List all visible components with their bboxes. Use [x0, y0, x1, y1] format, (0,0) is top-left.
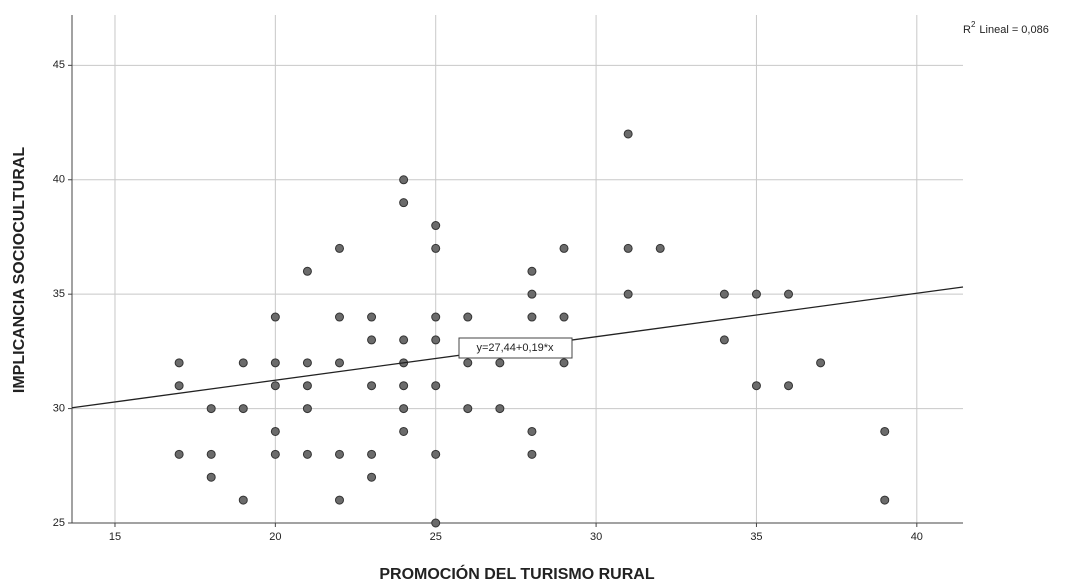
- x-tick-label: 20: [269, 531, 281, 543]
- point: [495, 404, 505, 414]
- fit-label-box: [458, 337, 573, 359]
- point: [238, 495, 248, 505]
- point: [302, 449, 312, 459]
- point: [302, 358, 312, 368]
- y-tick-label: 30: [53, 402, 65, 414]
- point: [463, 404, 473, 414]
- point: [399, 198, 409, 208]
- point: [367, 312, 377, 322]
- r2-sup: 2: [971, 20, 976, 29]
- point: [880, 495, 890, 505]
- point: [174, 358, 184, 368]
- point: [431, 381, 441, 391]
- fit-label: y=27,44+0,19*x: [476, 342, 554, 354]
- point: [302, 266, 312, 276]
- point: [270, 358, 280, 368]
- point: [719, 335, 729, 345]
- point: [399, 426, 409, 436]
- point: [399, 335, 409, 345]
- point: [431, 221, 441, 231]
- point: [559, 358, 569, 368]
- x-tick-label: 25: [430, 531, 442, 543]
- point: [367, 335, 377, 345]
- point: [559, 312, 569, 322]
- point: [334, 358, 344, 368]
- point: [399, 381, 409, 391]
- point: [399, 175, 409, 185]
- r2-prefix: R: [963, 24, 971, 36]
- point: [206, 449, 216, 459]
- r2-label: R2 Lineal = 0,086: [963, 20, 1049, 36]
- point: [623, 129, 633, 139]
- point: [784, 289, 794, 299]
- point: [174, 449, 184, 459]
- point: [238, 404, 248, 414]
- point: [431, 518, 441, 528]
- point: [463, 358, 473, 368]
- point: [270, 312, 280, 322]
- point: [816, 358, 826, 368]
- y-tick-label: 40: [53, 174, 65, 186]
- point: [527, 266, 537, 276]
- point: [623, 243, 633, 253]
- point: [367, 381, 377, 391]
- point: [751, 289, 761, 299]
- point: [527, 289, 537, 299]
- point: [623, 289, 633, 299]
- point: [334, 312, 344, 322]
- point: [206, 404, 216, 414]
- point: [334, 495, 344, 505]
- point: [206, 472, 216, 482]
- point: [431, 335, 441, 345]
- x-tick-label: 15: [109, 531, 121, 543]
- x-tick-label: 35: [750, 531, 762, 543]
- point: [334, 243, 344, 253]
- x-axis-title: PROMOCIÓN DEL TURISMO RURAL: [379, 564, 654, 583]
- x-tick-label: 30: [590, 531, 602, 543]
- point: [367, 472, 377, 482]
- point: [302, 381, 312, 391]
- point: [880, 426, 890, 436]
- y-tick-label: 25: [53, 517, 65, 529]
- point: [334, 449, 344, 459]
- point: [463, 312, 473, 322]
- point: [559, 243, 569, 253]
- point: [431, 243, 441, 253]
- y-tick-label: 45: [53, 59, 65, 71]
- y-axis-title: IMPLICANCIA SOCIOCULTURAL: [11, 147, 28, 393]
- point: [495, 358, 505, 368]
- point: [367, 449, 377, 459]
- point: [270, 381, 280, 391]
- y-tick-label: 35: [53, 288, 65, 300]
- point: [751, 381, 761, 391]
- point: [527, 426, 537, 436]
- point: [527, 449, 537, 459]
- point: [302, 404, 312, 414]
- point: [431, 312, 441, 322]
- point: [719, 289, 729, 299]
- point: [527, 312, 537, 322]
- point: [174, 381, 184, 391]
- point: [655, 243, 665, 253]
- point: [399, 404, 409, 414]
- point: [784, 381, 794, 391]
- point: [270, 449, 280, 459]
- point: [238, 358, 248, 368]
- point: [270, 426, 280, 436]
- r2-text: Lineal = 0,086: [979, 24, 1048, 36]
- point: [431, 449, 441, 459]
- x-tick-label: 40: [911, 531, 923, 543]
